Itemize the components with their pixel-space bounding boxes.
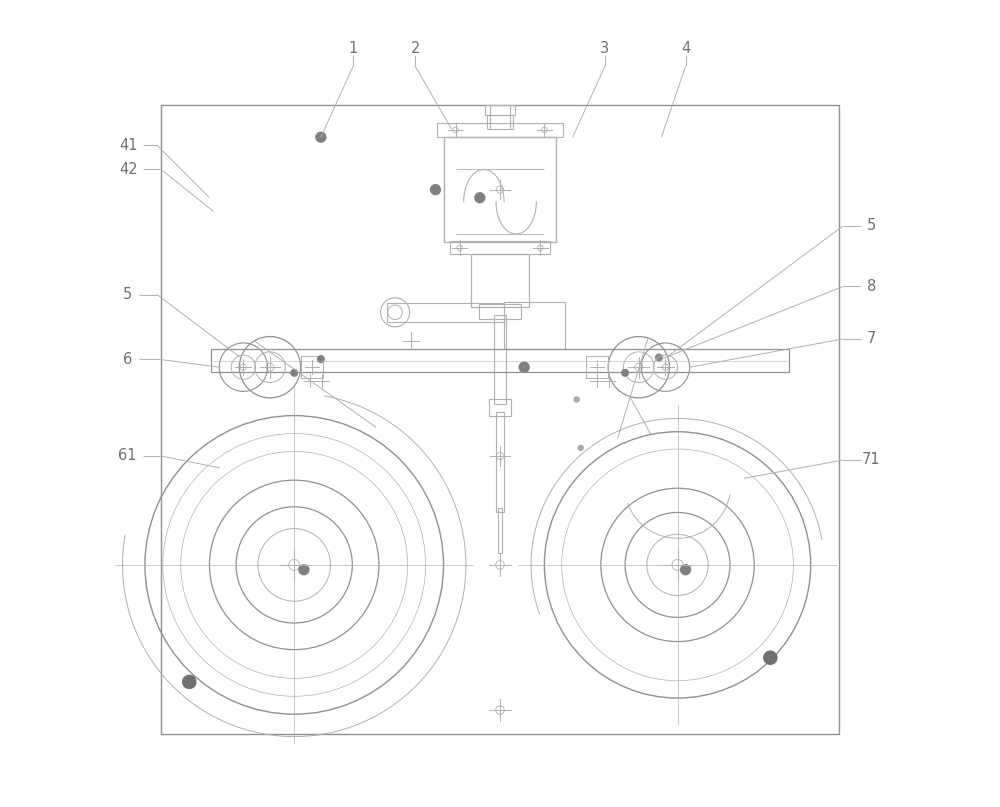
Bar (498, 508, 502, 553)
Text: 2: 2 (411, 41, 420, 56)
Text: 7: 7 (867, 332, 876, 346)
Circle shape (655, 353, 663, 362)
Circle shape (680, 564, 691, 575)
Bar (301, 356, 323, 378)
Bar (444, 137, 556, 242)
Text: 4: 4 (681, 41, 690, 56)
Bar (471, 254, 529, 307)
Circle shape (315, 132, 326, 143)
Circle shape (519, 362, 530, 373)
Circle shape (573, 396, 580, 403)
Circle shape (474, 192, 485, 203)
Text: 8: 8 (867, 279, 876, 294)
Bar (489, 399, 511, 416)
Circle shape (577, 445, 584, 451)
Text: 1: 1 (349, 41, 358, 56)
Bar (387, 303, 504, 322)
Text: 3: 3 (600, 41, 609, 56)
Bar (211, 349, 789, 372)
Circle shape (621, 369, 629, 377)
Bar (450, 241, 550, 254)
Bar (496, 412, 504, 512)
Circle shape (182, 675, 197, 689)
Text: 42: 42 (119, 162, 138, 177)
Circle shape (763, 650, 778, 665)
Circle shape (290, 369, 298, 377)
Bar (485, 105, 515, 115)
Text: 61: 61 (118, 449, 136, 463)
Text: 5: 5 (123, 287, 132, 302)
Bar (161, 105, 839, 734)
Circle shape (298, 564, 310, 575)
Bar (437, 123, 563, 137)
Bar (487, 115, 513, 129)
Text: 5: 5 (867, 219, 876, 233)
Bar (504, 302, 565, 349)
Bar (479, 304, 521, 319)
Text: 71: 71 (862, 453, 881, 467)
Text: 41: 41 (120, 138, 138, 153)
Bar (586, 356, 608, 378)
Circle shape (430, 184, 441, 195)
Text: 6: 6 (123, 352, 132, 366)
Bar (494, 315, 506, 404)
Circle shape (317, 355, 325, 363)
